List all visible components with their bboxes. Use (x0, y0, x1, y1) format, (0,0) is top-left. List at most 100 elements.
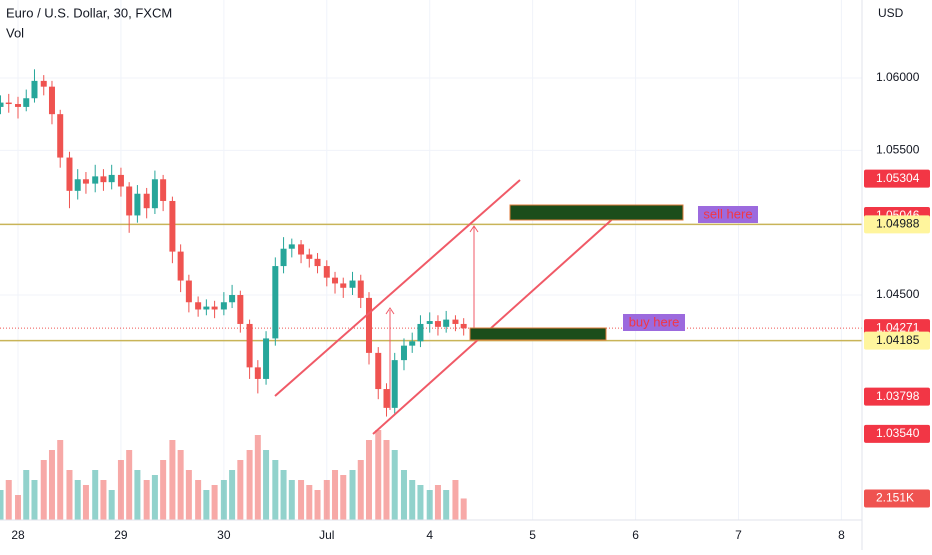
candle-body (237, 295, 244, 324)
volume-bar (237, 460, 244, 520)
candle-body (288, 244, 295, 249)
volume-bar (82, 485, 89, 520)
volume-bar (332, 470, 339, 520)
volume-bar (160, 460, 167, 520)
x-tick-label: 8 (838, 528, 845, 542)
note-box (698, 206, 758, 223)
candle-body (340, 283, 347, 288)
candle-body (254, 367, 261, 379)
volume-bar (375, 430, 382, 520)
volume-bar (391, 450, 398, 520)
candle-body (100, 176, 107, 183)
candle-body (323, 266, 330, 278)
candle-body (15, 104, 22, 107)
price-tag-label: 1.04185 (876, 333, 920, 347)
candle-body (426, 321, 433, 324)
volume-bar (177, 450, 184, 520)
arrow-head (469, 225, 479, 233)
y-tick-label: 1.04500 (876, 287, 920, 301)
price-tag (864, 331, 930, 350)
candle-body (349, 280, 356, 288)
candle-layer (0, 69, 467, 417)
volume-bar (0, 490, 4, 520)
candle-body (306, 254, 313, 259)
candle-body (5, 102, 12, 105)
x-tick-label: 29 (114, 528, 128, 542)
volume-bar (195, 480, 202, 520)
candle-body (82, 179, 89, 184)
volume-bar (434, 485, 441, 520)
volume-bar (31, 480, 38, 520)
x-tick-label: 28 (11, 528, 25, 542)
volume-bar (460, 498, 467, 520)
price-tag-label: 1.04988 (876, 217, 920, 231)
candle-body (177, 251, 184, 281)
volume-bar (288, 480, 295, 520)
chart-title: Euro / U.S. Dollar, 30, FXCM (6, 5, 172, 20)
candle-body (246, 323, 253, 368)
candle-body (220, 302, 227, 310)
annotation: buy here (629, 314, 680, 329)
candle-body (211, 306, 218, 310)
volume-bar (323, 480, 330, 520)
x-tick-label: 30 (217, 528, 231, 542)
candle-body (108, 174, 115, 183)
candle-body (375, 352, 382, 390)
sell-zone (509, 204, 684, 221)
price-tag (864, 424, 930, 443)
x-tick-label: 7 (735, 528, 742, 542)
volume-tag-label: 2.151K (876, 491, 914, 505)
volume-bar (349, 470, 356, 520)
candle-body (443, 319, 450, 327)
candle-body (417, 323, 424, 342)
volume-bar (185, 470, 192, 520)
volume-bar (134, 470, 141, 520)
candle-body (203, 306, 210, 310)
volume-bar (220, 480, 227, 520)
price-tag (864, 169, 930, 188)
candle-body (40, 80, 47, 87)
volume-bar (57, 440, 64, 520)
volume-bar (263, 450, 270, 520)
x-tick-label: Jul (319, 528, 334, 542)
price-tag-label: 1.05304 (876, 171, 920, 185)
volume-bar (298, 480, 305, 520)
candle-body (134, 193, 141, 216)
volume-bar (443, 490, 450, 520)
volume-bar (92, 470, 99, 520)
volume-bar (40, 460, 47, 520)
candle-body (400, 345, 407, 361)
volume-bar (108, 490, 115, 520)
candle-body (434, 321, 441, 327)
candle-body (48, 86, 55, 115)
candle-body (74, 179, 81, 191)
volume-bar (306, 485, 313, 520)
volume-bar (357, 460, 364, 520)
arrow-head (385, 307, 395, 315)
volume-bar (365, 440, 372, 520)
volume-label: Vol (6, 25, 24, 40)
y-tick-label: 1.05500 (876, 143, 920, 157)
volume-bar (452, 480, 459, 520)
volume-bar (23, 470, 30, 520)
volume-bar (5, 480, 12, 520)
volume-bar (254, 435, 261, 520)
candle-body (263, 338, 270, 379)
candle-body (280, 248, 287, 267)
candle-body (169, 200, 176, 252)
volume-bar (229, 470, 236, 520)
candle-body (0, 102, 4, 107)
candle-body (452, 319, 459, 324)
volume-bar (426, 490, 433, 520)
overlay-layer: sell here buy here (274, 179, 758, 435)
volume-bar (126, 450, 133, 520)
annotation: sell here (703, 206, 752, 221)
buy-zone (469, 327, 607, 341)
volume-bar (400, 470, 407, 520)
volume-bar (74, 480, 81, 520)
price-axis: 1.06000 1.05500 1.04500 28 29 30 Jul 4 5 6 7 8 1.053… (11, 70, 930, 542)
x-tick-label: 6 (632, 528, 639, 542)
candle-body (23, 98, 30, 107)
volume-bar (409, 480, 416, 520)
